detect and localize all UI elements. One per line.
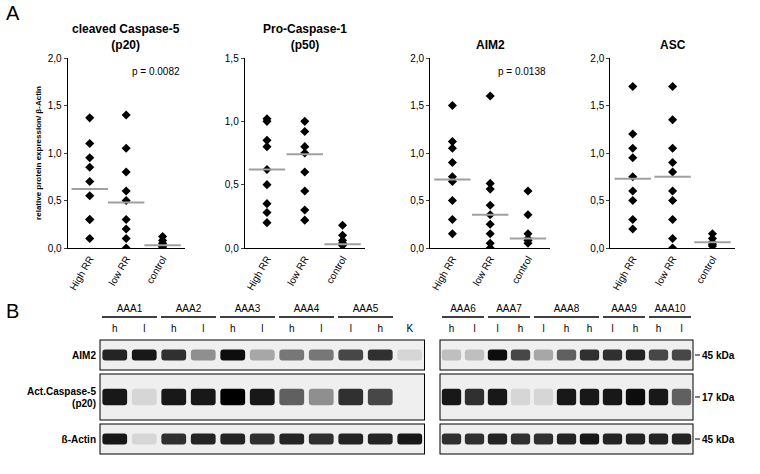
svg-text:AAA1: AAA1 (117, 303, 143, 314)
svg-text:1,0: 1,0 (590, 148, 604, 159)
svg-text:High RR: High RR (67, 254, 95, 292)
svg-text:low RR: low RR (107, 254, 133, 287)
svg-text:AAA10: AAA10 (654, 303, 686, 314)
svg-text:AIM2: AIM2 (72, 350, 96, 361)
svg-text:1,5: 1,5 (590, 100, 604, 111)
svg-text:l: l (680, 323, 682, 334)
svg-text:AAA9: AAA9 (611, 303, 637, 314)
svg-text:h: h (289, 323, 295, 334)
svg-text:0,5: 0,5 (225, 179, 239, 190)
svg-text:l: l (496, 323, 498, 334)
svg-text:17 kDa: 17 kDa (702, 392, 735, 403)
svg-text:h: h (587, 323, 593, 334)
svg-text:l: l (261, 323, 263, 334)
svg-text:0,0: 0,0 (590, 243, 604, 254)
svg-text:ASC: ASC (660, 38, 686, 52)
svg-text:h: h (518, 323, 524, 334)
svg-text:cleaved Caspase-5(p20): cleaved Caspase-5(p20) (72, 22, 180, 52)
svg-text:relative protein expression/ β: relative protein expression/ β-Actin (34, 86, 43, 220)
svg-text:2,0: 2,0 (410, 53, 424, 64)
svg-text:low RR: low RR (653, 254, 679, 287)
svg-text:h: h (564, 323, 570, 334)
svg-text:45 kDa: 45 kDa (702, 350, 735, 361)
svg-text:AAA5: AAA5 (353, 303, 379, 314)
svg-text:High RR: High RR (430, 254, 458, 292)
svg-text:Act.Caspase-5(p20): Act.Caspase-5(p20) (27, 386, 96, 409)
svg-text:h: h (656, 323, 662, 334)
svg-text:h: h (449, 323, 455, 334)
svg-text:h: h (112, 323, 118, 334)
svg-text:control: control (510, 254, 535, 285)
svg-text:control: control (694, 254, 719, 285)
svg-text:0,0: 0,0 (225, 243, 239, 254)
svg-text:AAA2: AAA2 (176, 303, 202, 314)
svg-text:Pro-Caspase-1(p50): Pro-Caspase-1(p50) (263, 22, 347, 52)
svg-text:1,5: 1,5 (410, 100, 424, 111)
svg-text:control: control (324, 254, 349, 285)
svg-text:1,0: 1,0 (225, 116, 239, 127)
svg-text:AAA7: AAA7 (496, 303, 522, 314)
svg-text:AIM2: AIM2 (476, 38, 505, 52)
svg-text:0,5: 0,5 (48, 195, 62, 206)
svg-text:High RR: High RR (245, 254, 273, 292)
svg-text:l: l (611, 323, 613, 334)
svg-text:AAA3: AAA3 (235, 303, 261, 314)
svg-text:h: h (171, 323, 177, 334)
svg-text:1,0: 1,0 (48, 148, 62, 159)
svg-text:p = 0.0138: p = 0.0138 (498, 66, 546, 77)
svg-text:High RR: High RR (610, 254, 638, 292)
svg-text:0,0: 0,0 (48, 243, 62, 254)
svg-text:AAA8: AAA8 (554, 303, 580, 314)
svg-text:l: l (202, 323, 204, 334)
svg-text:low RR: low RR (285, 254, 311, 287)
svg-text:0,5: 0,5 (410, 195, 424, 206)
svg-text:low RR: low RR (471, 254, 497, 287)
svg-text:45 kDa: 45 kDa (702, 434, 735, 445)
svg-text:h: h (633, 323, 639, 334)
svg-text:B: B (6, 300, 19, 322)
svg-text:l: l (143, 323, 145, 334)
svg-text:h: h (230, 323, 236, 334)
svg-text:l: l (350, 323, 352, 334)
svg-text:1,5: 1,5 (225, 53, 239, 64)
html-text:A: A (6, 2, 20, 24)
svg-text:0,0: 0,0 (410, 243, 424, 254)
svg-text:l: l (542, 323, 544, 334)
svg-text:ß-Actin: ß-Actin (62, 434, 96, 445)
svg-text:2,0: 2,0 (590, 53, 604, 64)
svg-text:0,5: 0,5 (590, 195, 604, 206)
svg-text:K: K (406, 323, 413, 334)
svg-text:l: l (320, 323, 322, 334)
svg-text:AAA6: AAA6 (450, 303, 476, 314)
svg-text:1,0: 1,0 (410, 148, 424, 159)
svg-text:h: h (377, 323, 383, 334)
svg-text:p = 0.0082: p = 0.0082 (132, 66, 180, 77)
svg-text:control: control (144, 254, 169, 285)
svg-text:AAA4: AAA4 (294, 303, 320, 314)
svg-text:1,5: 1,5 (48, 100, 62, 111)
svg-text:l: l (473, 323, 475, 334)
svg-text:2,0: 2,0 (48, 53, 62, 64)
